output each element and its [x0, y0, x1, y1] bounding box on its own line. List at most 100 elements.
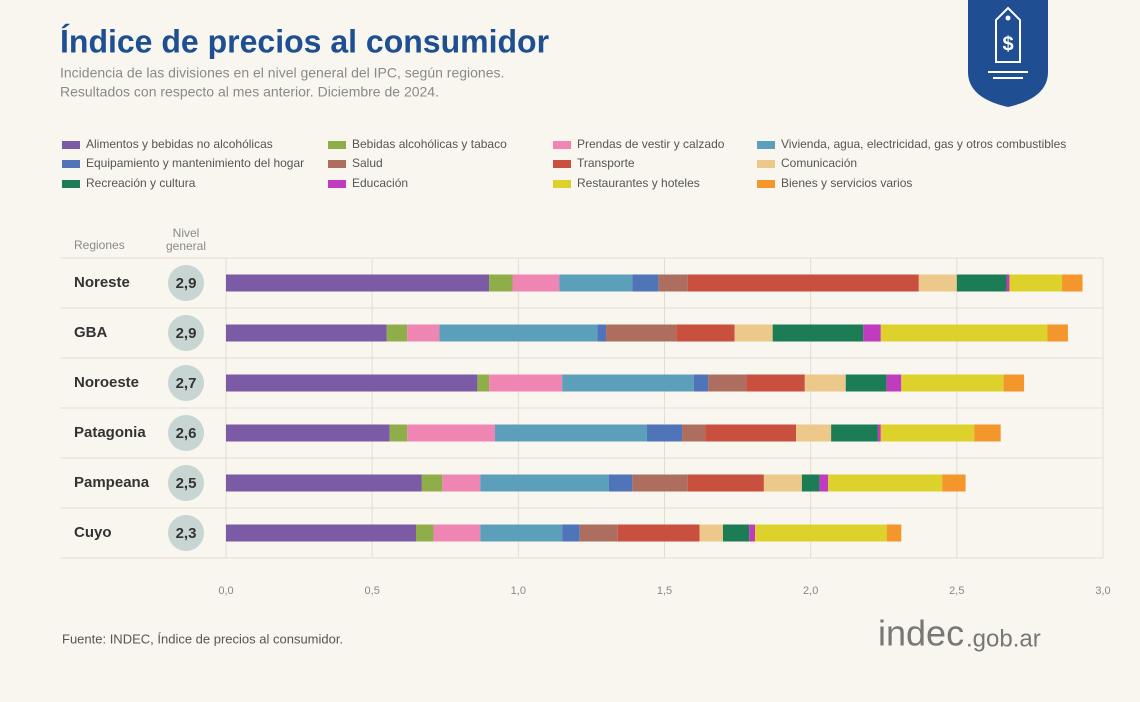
- svg-text:$: $: [1002, 33, 1013, 55]
- bar-segment: [489, 274, 513, 292]
- title: Índice de precios al consumidor: [60, 23, 549, 59]
- bar-segment: [877, 424, 881, 442]
- legend-swatch: [757, 141, 775, 149]
- bar-segment: [1062, 274, 1083, 292]
- bar-segment: [796, 424, 832, 442]
- bar-segment: [1009, 274, 1063, 292]
- bar-segment: [512, 274, 560, 292]
- bar-segment: [901, 374, 1004, 392]
- total-badge: [168, 415, 204, 451]
- total-label: 2,9: [176, 275, 197, 292]
- bar-segment: [632, 474, 688, 492]
- legend-swatch: [757, 160, 775, 168]
- bar-segment: [845, 374, 887, 392]
- bar-segment: [705, 424, 797, 442]
- source: Fuente: INDEC, Índice de precios al cons…: [62, 631, 343, 646]
- total-label: 2,6: [176, 425, 197, 442]
- bar-segment: [1003, 374, 1025, 392]
- total-badge: [168, 315, 204, 351]
- legend-label: Educación: [352, 176, 408, 190]
- region-label: Noreste: [74, 274, 130, 291]
- bar-segment: [693, 374, 709, 392]
- bar-segment: [407, 424, 495, 442]
- bar-segment: [646, 424, 683, 442]
- total-badge: [168, 265, 204, 301]
- bar-segment: [708, 374, 747, 392]
- legend-swatch: [553, 160, 571, 168]
- total-label: 2,7: [176, 375, 197, 392]
- legend-swatch: [328, 141, 346, 149]
- bar-segment: [597, 324, 607, 342]
- bar-segment: [886, 374, 902, 392]
- bar-segment: [722, 524, 750, 542]
- total-badge: [168, 365, 204, 401]
- column-header: Nivel: [173, 226, 200, 240]
- total-label: 2,9: [176, 325, 197, 342]
- bar-segment: [956, 274, 1007, 292]
- bar-segment: [226, 274, 490, 292]
- brand-suffix: .gob.ar: [966, 625, 1041, 652]
- bar-segment: [433, 524, 481, 542]
- legend-label: Restaurantes y hoteles: [577, 176, 700, 190]
- legend-label: Bebidas alcohólicas y tabaco: [352, 137, 507, 151]
- bar-segment: [819, 474, 829, 492]
- legend-swatch: [553, 180, 571, 188]
- bar-segment: [687, 274, 919, 292]
- bar-segment: [632, 274, 659, 292]
- bar-segment: [617, 524, 700, 542]
- bar-segment: [734, 324, 773, 342]
- bar-segment: [226, 374, 478, 392]
- bar-segment: [559, 274, 633, 292]
- bar-segment: [763, 474, 802, 492]
- bar-segment: [687, 474, 764, 492]
- bar-segment: [226, 474, 422, 492]
- region-label: GBA: [74, 324, 108, 341]
- legend-swatch: [328, 160, 346, 168]
- bar-segment: [386, 324, 408, 342]
- legend-swatch: [328, 180, 346, 188]
- legend-swatch: [62, 160, 80, 168]
- bar-segment: [579, 524, 618, 542]
- x-tick-label: 1,0: [511, 585, 526, 597]
- bar-segment: [1006, 274, 1010, 292]
- total-badge: [168, 465, 204, 501]
- bar-segment: [407, 324, 440, 342]
- x-tick-label: 2,0: [803, 585, 818, 597]
- bar-segment: [886, 524, 902, 542]
- region-label: Cuyo: [74, 524, 112, 541]
- bar-segment: [804, 374, 846, 392]
- bar-segment: [480, 474, 609, 492]
- bar-segment: [746, 374, 805, 392]
- bar-segment: [828, 474, 943, 492]
- bar-segment: [942, 474, 966, 492]
- x-tick-label: 0,0: [218, 585, 233, 597]
- bar-segment: [494, 424, 647, 442]
- legend-label: Transporte: [577, 156, 635, 170]
- legend-label: Bienes y servicios varios: [781, 176, 912, 190]
- total-label: 2,3: [176, 525, 197, 542]
- bar-segment: [442, 474, 481, 492]
- bar-segment: [658, 274, 688, 292]
- bar-segment: [226, 324, 387, 342]
- bar-segment: [562, 374, 694, 392]
- legend-label: Salud: [352, 156, 383, 170]
- region-label: Noroeste: [74, 374, 139, 391]
- column-header: Regiones: [74, 238, 125, 252]
- x-tick-label: 0,5: [365, 585, 380, 597]
- bar-segment: [226, 524, 417, 542]
- bar-segment: [918, 274, 957, 292]
- bar-segment: [749, 524, 756, 542]
- bar-segment: [606, 324, 677, 342]
- bar-segment: [676, 324, 735, 342]
- legend-label: Equipamiento y mantenimiento del hogar: [86, 156, 304, 170]
- bar-segment: [974, 424, 1001, 442]
- bar-segment: [1047, 324, 1068, 342]
- bar-segment: [489, 374, 563, 392]
- brand: indec: [878, 613, 964, 654]
- total-label: 2,5: [176, 475, 197, 492]
- bar-segment: [416, 524, 434, 542]
- bar-segment: [682, 424, 706, 442]
- legend-label: Vivienda, agua, electricidad, gas y otro…: [781, 137, 1066, 151]
- bar-segment: [421, 474, 443, 492]
